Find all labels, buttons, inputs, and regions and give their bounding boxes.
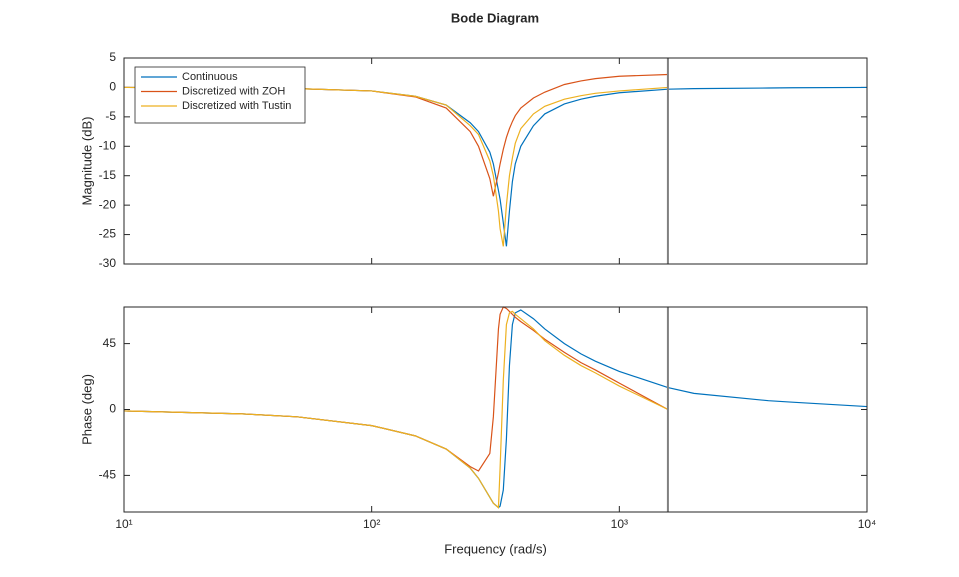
y-tick-label: 0 — [109, 402, 116, 416]
legend-label: Discretized with Tustin — [182, 100, 291, 112]
x-axis-label: Frequency (rad/s) — [444, 541, 547, 556]
y-tick-label: 45 — [103, 336, 117, 350]
y-tick-label: 5 — [109, 50, 116, 64]
y-tick-label: -10 — [99, 138, 117, 152]
y-tick-label: -45 — [99, 468, 117, 482]
series-line — [123, 86, 668, 247]
y-axis-label: Magnitude (dB) — [79, 117, 94, 206]
y-axis-label: Phase (deg) — [79, 374, 94, 445]
x-tick-label: 10¹ — [115, 517, 132, 531]
axes-box — [123, 306, 868, 513]
y-tick-label: 0 — [109, 80, 116, 94]
axes-box — [123, 57, 868, 265]
y-tick-label: -25 — [99, 227, 117, 241]
legend-label: Discretized with ZOH — [182, 85, 285, 97]
x-tick-label: 10⁴ — [858, 517, 877, 531]
series-line — [123, 310, 669, 509]
y-tick-label: -20 — [99, 197, 117, 211]
x-tick-label: 10³ — [611, 517, 628, 531]
legend-box — [134, 66, 306, 124]
chart-title: Bode Diagram — [451, 10, 539, 25]
plot-area — [124, 307, 867, 512]
y-tick-label: -30 — [99, 256, 117, 270]
y-tick-label: -5 — [105, 109, 116, 123]
y-tick-label: -15 — [99, 168, 117, 182]
x-tick-label: 10² — [363, 517, 380, 531]
legend-label: Continuous — [182, 71, 238, 83]
